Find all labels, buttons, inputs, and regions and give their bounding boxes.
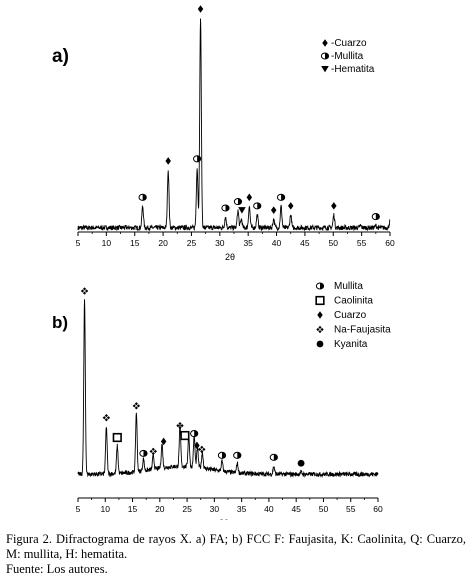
x-tick-label: 30 [210, 504, 220, 514]
circle-open-marker [190, 430, 199, 438]
x-tick-label: 50 [329, 238, 339, 248]
square-open-marker [112, 432, 122, 443]
legend-label: Mullita [334, 281, 363, 292]
square-open-marker [180, 430, 190, 441]
x-tick-label: 40 [264, 504, 274, 514]
x-tick-label: 25 [187, 238, 197, 248]
diamond-marker [246, 193, 253, 202]
legend: Mullita Caolinita Cuarzo Na-Faujasita Kyanit… [315, 281, 391, 350]
circle-open-marker [193, 155, 202, 163]
x-axis-label: 2θ [225, 252, 235, 262]
x-tick-label: 20 [158, 238, 168, 248]
circle-open-marker [138, 193, 147, 201]
circle-open-marker [320, 52, 330, 60]
legend-entry: Mullita [315, 281, 363, 292]
quad-diamond-marker [316, 325, 324, 334]
circle-filled-marker [316, 340, 324, 348]
legend-entry: -Mullita [320, 51, 364, 62]
x-tick-label: 5 [76, 504, 81, 514]
legend-label: Cuarzo [334, 310, 367, 321]
circle-open-marker [221, 204, 230, 212]
diamond-marker [270, 206, 277, 214]
legend-entry: Caolinita [315, 295, 373, 307]
x-tick-label: 25 [182, 504, 192, 514]
x-tick-label: 30 [215, 238, 225, 248]
circle-open-marker [315, 282, 325, 290]
x-tick-label: 5 [76, 238, 81, 248]
x-tick-label: 55 [346, 504, 356, 514]
circle-open-marker [139, 449, 148, 457]
x-tick-label: 10 [102, 238, 112, 248]
quad-diamond-marker [80, 287, 89, 295]
x-tick-label: 20 [155, 504, 165, 514]
x-tick-label: 35 [237, 504, 247, 514]
legend-entry: -Hematita [321, 64, 375, 75]
caption-source: Fuente: Los autores. [6, 562, 108, 576]
x-tick-label: 60 [385, 238, 395, 248]
x-tick-label: 55 [357, 238, 367, 248]
legend-entry: Na-Faujasita [316, 325, 391, 336]
triangle-down-marker [321, 65, 329, 73]
x-tick-label: 10 [101, 504, 111, 514]
x-tick-label: 60 [373, 504, 383, 514]
x-tick-label: 45 [291, 504, 301, 514]
quad-diamond-marker [149, 447, 157, 456]
diamond-marker [194, 441, 200, 450]
diamond-marker [197, 5, 204, 13]
quad-diamond-marker [176, 421, 184, 430]
x-tick-label: 40 [272, 238, 282, 248]
legend: -Cuarzo -Mullita -Hematita [320, 38, 375, 75]
legend-entry: -Cuarzo [322, 38, 367, 49]
legend-entry: Cuarzo [317, 310, 367, 321]
legend-label: -Mullita [331, 51, 364, 62]
legend-label: Caolinita [334, 296, 373, 307]
caption-text: Figura 2. Difractograma de rayos X. a) F… [6, 532, 466, 561]
triangle-down-marker [238, 207, 246, 214]
square-open-marker [315, 295, 325, 306]
diffractogram-line [77, 299, 379, 478]
x-axis-label: 2θ [219, 518, 229, 520]
quad-diamond-marker [102, 414, 111, 422]
legend-label: -Cuarzo [331, 38, 367, 49]
legend-entry: Kyanita [316, 339, 368, 350]
circle-filled-marker [297, 459, 305, 467]
circle-open-marker [371, 213, 380, 221]
circle-open-marker [253, 202, 262, 210]
xrd-figure: 5 10 15 20 25 30 35 40 45 50 55 60 2θ a) -Cuarzo -Mulli… [52, 5, 395, 520]
x-tick-label: 15 [128, 504, 138, 514]
diamond-marker [322, 39, 328, 47]
diamond-marker [331, 202, 337, 210]
chart-panel-a: 5 10 15 20 25 30 35 40 45 50 55 60 2θ a) -Cuarzo -Mulli… [52, 5, 395, 262]
circle-open-marker [233, 451, 242, 459]
diamond-marker [160, 437, 167, 446]
quad-diamond-marker [198, 445, 206, 454]
circle-open-marker [269, 453, 278, 461]
diamond-marker [165, 157, 171, 165]
circle-open-marker [217, 451, 227, 459]
diamond-marker [287, 202, 294, 210]
x-tick-label: 50 [319, 504, 329, 514]
figure-caption: Figura 2. Difractograma de rayos X. a) F… [6, 532, 466, 577]
panel-label: b) [52, 313, 68, 332]
legend-label: -Hematita [331, 64, 375, 75]
x-tick-label: 15 [130, 238, 140, 248]
legend-label: Kyanita [334, 339, 368, 350]
diffractogram-line [77, 18, 391, 232]
panel-label: a) [52, 46, 69, 67]
x-tick-label: 35 [243, 238, 253, 248]
legend-label: Na-Faujasita [334, 325, 391, 336]
circle-open-marker [233, 198, 243, 206]
x-tick-label: 45 [300, 238, 310, 248]
circle-open-marker [276, 193, 286, 201]
diamond-marker [317, 311, 323, 319]
quad-diamond-marker [132, 402, 141, 410]
chart-panel-b: 5 10 15 20 25 30 35 40 45 50 55 60 2θ b) Mullita Caolin… [52, 281, 391, 520]
